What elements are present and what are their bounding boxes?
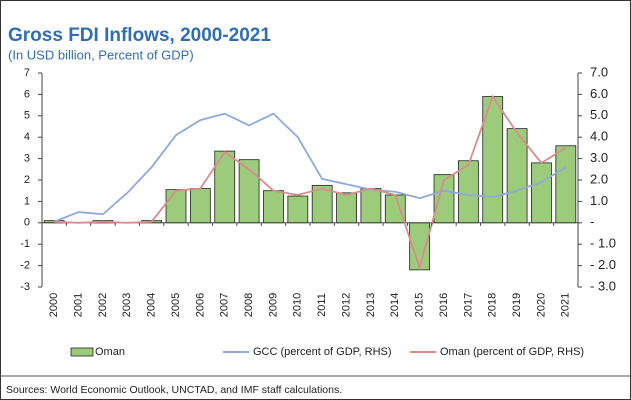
x-tick-label: 2007 (219, 293, 231, 317)
bar (360, 188, 382, 224)
x-tick-label: 2011 (316, 293, 328, 317)
x-tick-label: 2012 (340, 293, 352, 317)
y2-tick-label: 7.0 (590, 64, 608, 79)
y-tick-label: 3 (24, 153, 30, 165)
x-tick-label: 2019 (511, 293, 523, 317)
x-tick-label: 2021 (560, 293, 572, 317)
bar (531, 162, 552, 224)
y-tick-label: 4 (24, 131, 30, 143)
x-tick-label: 2008 (243, 293, 255, 317)
y2-tick-label: - 3.0 (590, 278, 616, 293)
y2-tick-label: 1.0 (590, 193, 608, 208)
y-tick-label: 7 (24, 67, 30, 79)
y2-tick-label: - (590, 214, 594, 229)
legend-label: GCC (percent of GDP, RHS) (253, 346, 392, 358)
x-tick-label: 2005 (170, 293, 182, 317)
x-tick-label: 2002 (97, 293, 109, 317)
legend-label: Oman (95, 346, 125, 358)
y2-tick-label: 3.0 (590, 150, 608, 165)
x-tick-label: 2016 (438, 293, 450, 317)
x-tick-label: 2010 (292, 293, 304, 317)
bar (189, 188, 211, 224)
x-tick-label: 2015 (414, 293, 426, 317)
x-tick-label: 2014 (389, 293, 401, 317)
x-tick-label: 2006 (194, 293, 206, 317)
y-tick-label: 2 (24, 174, 30, 186)
x-tick-label: 2004 (146, 293, 158, 317)
x-tick-label: 2018 (487, 293, 499, 317)
y-tick-label: 6 (24, 88, 30, 100)
y-tick-label: 5 (24, 110, 30, 122)
x-tick-label: 2003 (121, 293, 133, 317)
y-tick-label: 1 (24, 195, 30, 207)
x-tick-label: 2020 (535, 293, 547, 317)
y2-tick-label: - 1.0 (590, 236, 616, 251)
bar (555, 145, 577, 224)
y2-tick-label: 4.0 (590, 129, 608, 144)
legend-swatch (70, 347, 94, 357)
y2-tick-label: 2.0 (590, 171, 608, 186)
y-tick-label: -1 (20, 238, 30, 250)
y2-tick-label: 6.0 (590, 86, 608, 101)
chart-subtitle: (In USD billion, Percent of GDP) (8, 47, 194, 62)
line (53, 112, 567, 223)
legend-label: Oman (percent of GDP, RHS) (440, 346, 584, 358)
y-tick-label: -3 (20, 281, 30, 293)
y-tick-label: 0 (24, 217, 30, 229)
bar (165, 189, 187, 224)
bar (336, 192, 357, 224)
bar (263, 190, 284, 224)
x-tick-label: 2000 (48, 293, 60, 317)
source: Sources: World Economic Outlook, UNCTAD,… (6, 384, 342, 396)
x-tick-label: 2017 (462, 293, 474, 317)
line (54, 94, 567, 271)
x-tick-label: 2009 (267, 293, 279, 317)
bar (287, 195, 309, 224)
x-tick-label: 2013 (365, 293, 377, 317)
y2-tick-label: - 2.0 (590, 257, 616, 272)
chart-title: Gross FDI Inflows, 2000-2021 (8, 25, 271, 46)
y-tick-label: -2 (20, 260, 30, 272)
x-tick-label: 2001 (72, 293, 84, 317)
y2-tick-label: 5.0 (590, 107, 608, 122)
